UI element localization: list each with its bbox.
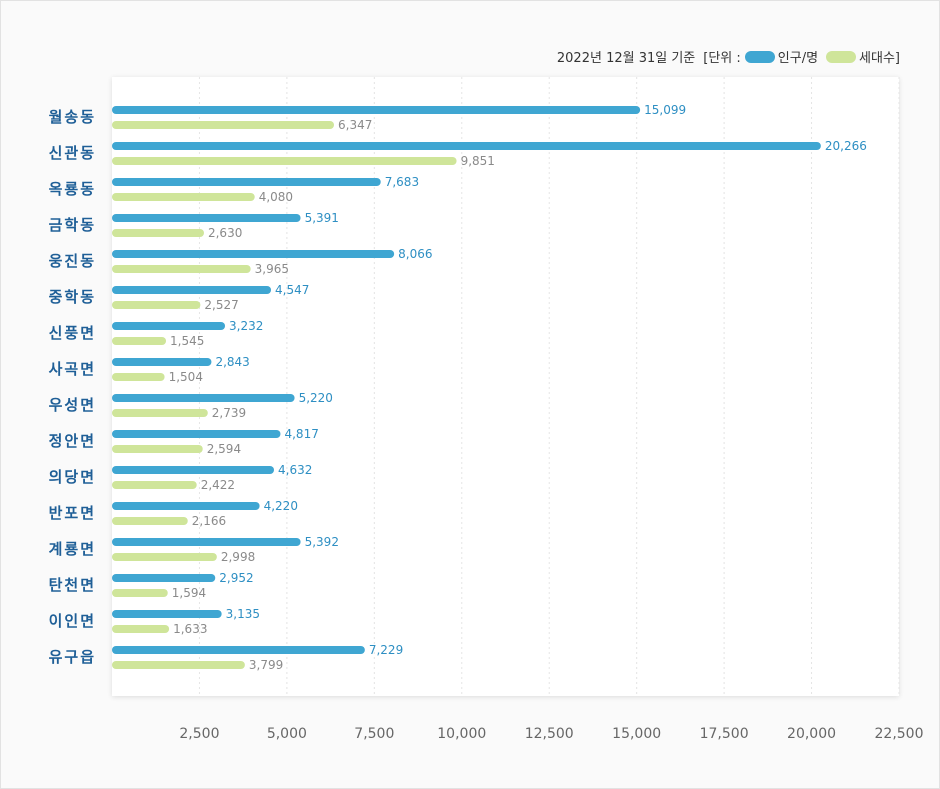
households-bar (112, 265, 251, 273)
households-bar (112, 517, 188, 525)
population-value-label: 7,229 (369, 643, 403, 657)
x-tick-label: 15,000 (612, 726, 661, 742)
households-bar (112, 625, 170, 633)
population-value-label: 2,843 (215, 355, 249, 369)
x-tick-label: 12,500 (525, 726, 574, 742)
households-bar (112, 373, 165, 381)
households-value-label: 1,594 (172, 586, 206, 600)
category-label: 반포면 (49, 504, 96, 522)
households-value-label: 3,965 (255, 262, 289, 276)
households-bar (112, 301, 201, 309)
households-value-label: 2,594 (207, 442, 241, 456)
population-value-label: 7,683 (385, 175, 419, 189)
population-value-label: 5,391 (305, 211, 339, 225)
category-label: 사곡면 (49, 360, 96, 378)
unit-prefix: [단위 : (703, 51, 741, 66)
households-bar (112, 193, 255, 201)
category-label: 신관동 (49, 144, 96, 162)
population-bar (112, 466, 275, 474)
households-value-label: 2,166 (192, 514, 226, 528)
households-bar (112, 229, 204, 237)
households-value-label: 9,851 (461, 154, 495, 168)
population-value-label: 5,220 (299, 391, 333, 405)
population-bar (112, 430, 281, 438)
x-tick-label: 22,500 (875, 726, 924, 742)
population-bar (112, 646, 365, 654)
x-tick-label: 20,000 (787, 726, 836, 742)
households-bar (112, 337, 167, 345)
households-swatch (826, 50, 857, 63)
category-label: 유구읍 (49, 648, 96, 666)
population-value-label: 5,392 (305, 535, 339, 549)
households-value-label: 2,630 (208, 226, 242, 240)
population-value-label: 2,952 (219, 571, 253, 585)
x-tick-label: 5,000 (267, 726, 307, 742)
population-bar (112, 358, 212, 366)
category-label: 웅진동 (49, 252, 96, 270)
population-value-label: 20,266 (825, 139, 867, 153)
population-value-label: 3,135 (226, 607, 260, 621)
population-bar (112, 214, 301, 222)
x-tick-label: 2,500 (179, 726, 219, 742)
households-value-label: 2,422 (201, 478, 235, 492)
date-label: 2022년 12월 31일 기준 (556, 51, 696, 66)
households-value-label: 2,998 (221, 550, 255, 564)
population-value-label: 4,220 (264, 499, 298, 513)
households-value-label: 4,080 (259, 190, 293, 204)
households-legend-label: 세대수] (859, 51, 900, 66)
category-label: 신풍면 (49, 324, 96, 342)
category-label: 정안면 (49, 432, 96, 450)
population-swatch (744, 50, 775, 63)
households-value-label: 6,347 (338, 118, 372, 132)
households-value-label: 1,545 (170, 334, 204, 348)
population-bar (112, 286, 272, 294)
population-value-label: 4,632 (278, 463, 312, 477)
category-label: 이인면 (49, 612, 96, 630)
households-bar (112, 409, 208, 417)
chart-legend: 2022년 12월 31일 기준 [단위 : 인구/명 세대수] (557, 47, 900, 66)
households-bar (112, 553, 217, 561)
x-tick-label: 17,500 (700, 726, 749, 742)
population-value-label: 3,232 (229, 319, 263, 333)
category-label: 월송동 (49, 108, 96, 126)
population-bar (112, 322, 226, 330)
households-bar (112, 589, 168, 597)
population-value-label: 15,099 (644, 103, 686, 117)
population-value-label: 4,817 (284, 427, 318, 441)
households-value-label: 1,633 (173, 622, 207, 636)
category-label: 우성면 (49, 396, 96, 414)
households-bar (112, 481, 197, 489)
x-tick-label: 10,000 (437, 726, 486, 742)
category-label: 계룡면 (49, 540, 96, 558)
population-value-label: 8,066 (398, 247, 432, 261)
category-label: 옥룡동 (49, 180, 96, 198)
population-bar (112, 178, 381, 186)
households-bar (112, 121, 335, 129)
households-value-label: 2,739 (212, 406, 246, 420)
population-bar (112, 106, 641, 114)
households-bar (112, 445, 203, 453)
population-bar (112, 394, 295, 402)
category-label: 금학동 (49, 216, 96, 234)
population-legend-label: 인구/명 (777, 51, 819, 66)
population-bar (112, 502, 260, 510)
x-tick-label: 7,500 (354, 726, 394, 742)
households-bar (112, 157, 457, 165)
population-bar (112, 574, 216, 582)
category-label: 탄천면 (49, 576, 96, 594)
households-bar (112, 661, 245, 669)
category-label: 중학동 (49, 288, 96, 306)
households-value-label: 1,504 (169, 370, 203, 384)
category-label: 의당면 (49, 468, 96, 486)
population-bar (112, 538, 301, 546)
population-bar (112, 610, 222, 618)
population-bar (112, 142, 821, 150)
households-value-label: 2,527 (204, 298, 238, 312)
population-bar (112, 250, 395, 258)
population-value-label: 4,547 (275, 283, 309, 297)
households-value-label: 3,799 (249, 658, 283, 672)
